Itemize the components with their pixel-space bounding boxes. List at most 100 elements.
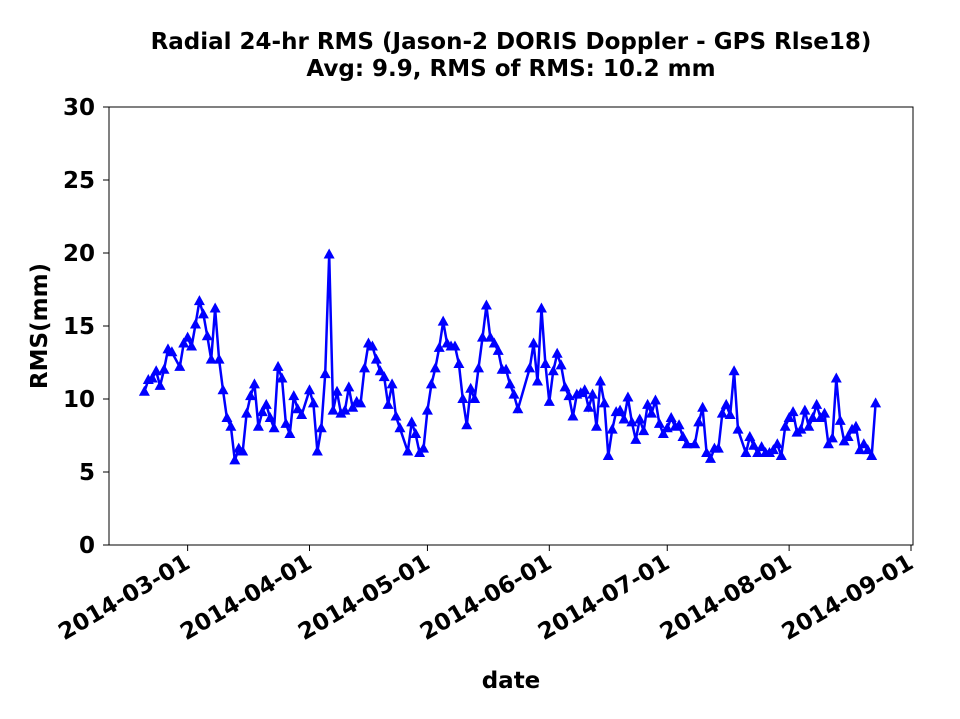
- data-marker: [870, 397, 882, 408]
- data-marker: [370, 353, 382, 364]
- data-marker: [661, 422, 673, 433]
- data-marker: [630, 433, 642, 444]
- data-marker: [752, 447, 764, 458]
- data-marker: [355, 397, 367, 408]
- data-marker: [488, 337, 500, 348]
- data-marker: [189, 318, 201, 329]
- data-marker: [524, 362, 536, 373]
- data-marker: [559, 381, 571, 392]
- data-marker: [174, 360, 186, 371]
- y-tick-label: 5: [79, 460, 95, 486]
- data-marker: [594, 375, 606, 386]
- data-marker: [528, 337, 540, 348]
- data-marker: [638, 425, 650, 436]
- y-tick-label: 10: [63, 387, 95, 413]
- data-marker: [799, 404, 811, 415]
- data-marker: [429, 362, 441, 373]
- data-marker: [245, 390, 257, 401]
- data-marker: [535, 302, 547, 313]
- data-marker: [771, 438, 783, 449]
- data-marker: [221, 411, 233, 422]
- data-marker: [547, 365, 559, 376]
- data-marker: [622, 391, 634, 402]
- data-marker: [449, 340, 461, 351]
- data-marker: [343, 381, 355, 392]
- data-marker: [618, 413, 630, 424]
- data-marker: [288, 390, 300, 401]
- data-marker: [720, 398, 732, 409]
- data-marker: [359, 362, 371, 373]
- data-marker: [484, 331, 496, 342]
- data-marker: [315, 422, 327, 433]
- data-marker: [182, 331, 194, 342]
- data-marker: [480, 299, 492, 310]
- data-marker: [779, 420, 791, 431]
- data-marker: [826, 432, 838, 443]
- data-marker: [476, 331, 488, 342]
- data-marker: [280, 417, 292, 428]
- data-marker: [830, 372, 842, 383]
- data-marker: [787, 406, 799, 417]
- data-marker: [614, 404, 626, 415]
- data-marker: [705, 452, 716, 463]
- data-marker: [626, 416, 638, 427]
- data-marker: [803, 420, 815, 431]
- data-marker: [854, 444, 866, 455]
- data-marker: [264, 411, 276, 422]
- data-marker: [390, 410, 402, 421]
- data-marker: [500, 363, 512, 374]
- data-marker: [587, 388, 599, 399]
- chart-title: Radial 24-hr RMS (Jason-2 DORIS Doppler …: [151, 29, 872, 55]
- data-marker: [197, 308, 209, 319]
- data-marker: [551, 347, 563, 358]
- data-marker: [697, 401, 709, 412]
- data-marker: [822, 438, 834, 449]
- data-marker: [331, 385, 343, 396]
- data-marker: [260, 398, 272, 409]
- data-marker: [323, 248, 335, 259]
- data-marker: [716, 407, 728, 418]
- data-marker: [457, 393, 469, 403]
- data-marker: [858, 438, 870, 449]
- data-marker: [209, 302, 221, 313]
- data-marker: [555, 359, 567, 370]
- data-marker: [783, 411, 795, 422]
- data-marker: [649, 394, 661, 405]
- data-marker: [634, 413, 646, 424]
- data-marker: [724, 409, 736, 420]
- data-marker: [461, 419, 473, 430]
- data-marker: [473, 362, 485, 373]
- data-marker: [256, 406, 268, 417]
- data-marker: [807, 411, 819, 422]
- data-marker: [339, 404, 351, 415]
- data-marker: [653, 417, 665, 428]
- data-marker: [842, 430, 854, 441]
- data-marker: [150, 365, 162, 376]
- data-marker: [229, 454, 241, 465]
- data-marker: [642, 398, 654, 409]
- data-marker: [701, 447, 713, 458]
- data-marker: [241, 407, 253, 418]
- data-marker: [646, 407, 658, 418]
- data-marker: [606, 423, 618, 434]
- data-marker: [677, 430, 689, 441]
- data-marker: [819, 407, 831, 418]
- data-marker: [296, 409, 308, 420]
- data-marker: [394, 422, 406, 433]
- y-tick-label: 15: [63, 314, 95, 340]
- data-marker: [402, 445, 414, 456]
- data-marker: [268, 422, 280, 433]
- data-marker: [834, 414, 846, 425]
- data-marker: [508, 388, 520, 399]
- data-marker: [811, 398, 823, 409]
- data-marker: [689, 438, 701, 449]
- data-marker: [512, 403, 524, 414]
- data-marker: [795, 423, 807, 434]
- data-marker: [311, 445, 323, 456]
- y-tick-label: 25: [63, 168, 95, 194]
- data-marker: [465, 382, 477, 393]
- data-marker: [732, 423, 744, 434]
- data-marker: [138, 385, 150, 396]
- data-marker: [657, 428, 669, 439]
- data-marker: [237, 445, 249, 456]
